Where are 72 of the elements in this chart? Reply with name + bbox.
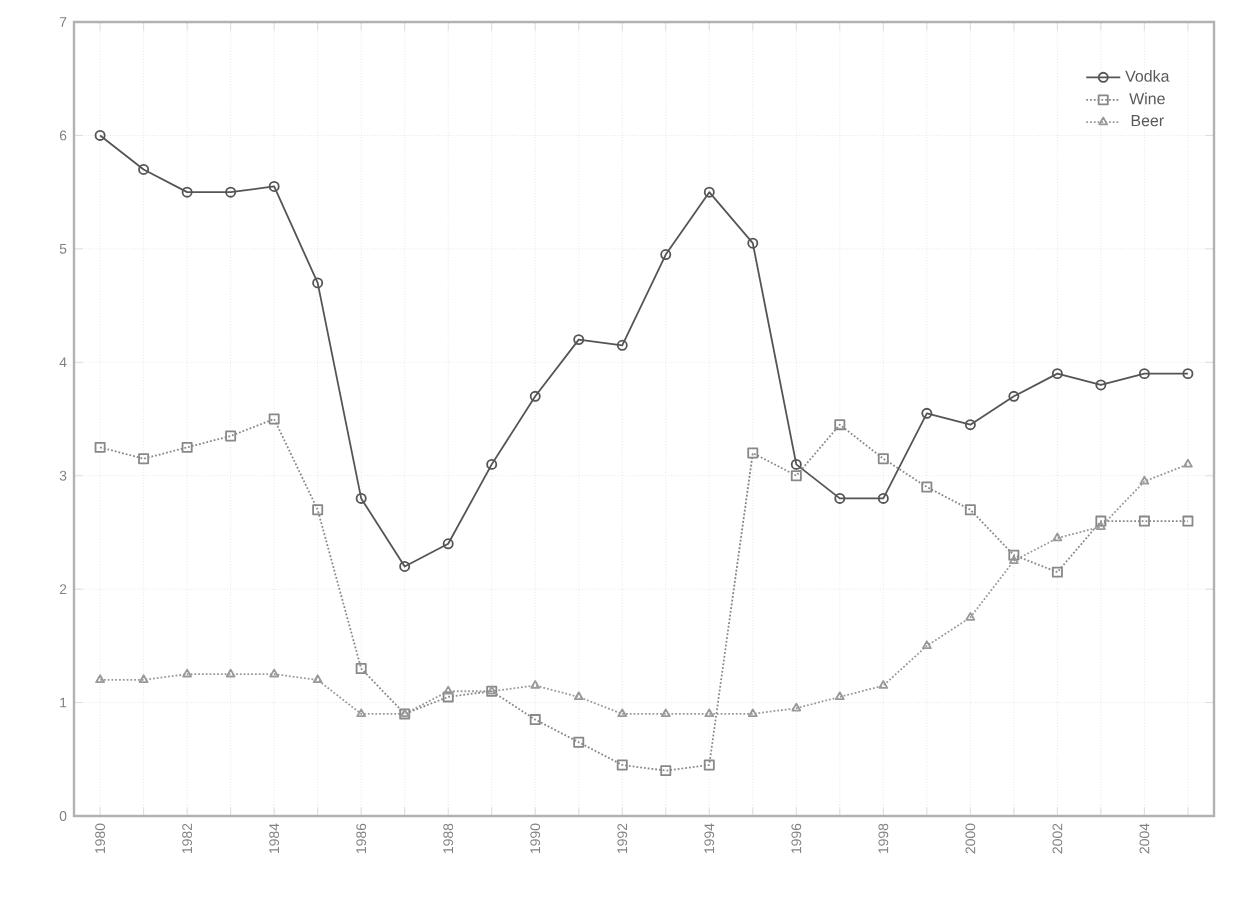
point xyxy=(442,538,454,550)
point xyxy=(225,186,237,198)
point xyxy=(355,663,367,675)
point xyxy=(1008,555,1019,564)
point xyxy=(312,674,323,684)
point xyxy=(181,441,193,453)
point xyxy=(704,708,715,718)
point xyxy=(877,453,889,465)
point xyxy=(660,249,672,261)
point xyxy=(355,492,367,504)
point xyxy=(225,668,236,678)
point xyxy=(660,765,672,777)
point xyxy=(312,504,324,516)
point xyxy=(921,407,933,419)
point xyxy=(399,560,411,572)
point xyxy=(94,441,106,453)
point xyxy=(1051,368,1063,380)
point xyxy=(530,680,541,689)
point xyxy=(791,702,802,712)
point xyxy=(964,504,976,516)
point xyxy=(703,186,715,198)
point xyxy=(529,390,541,402)
point xyxy=(269,668,280,678)
point xyxy=(182,668,192,678)
point xyxy=(225,430,237,442)
point xyxy=(965,612,976,621)
point xyxy=(356,708,367,718)
point xyxy=(1138,515,1150,527)
point xyxy=(312,277,324,289)
point xyxy=(268,413,280,425)
point xyxy=(1051,566,1063,578)
point xyxy=(1138,368,1150,380)
point xyxy=(660,708,671,718)
point xyxy=(878,680,889,689)
point xyxy=(1095,379,1107,391)
point xyxy=(573,736,585,748)
point xyxy=(1183,458,1193,468)
point xyxy=(138,163,150,175)
point xyxy=(1096,521,1106,530)
point xyxy=(834,492,846,504)
point xyxy=(486,458,498,470)
point xyxy=(138,674,149,684)
point xyxy=(1008,390,1020,402)
point xyxy=(616,759,628,771)
point xyxy=(1139,475,1150,485)
point xyxy=(747,708,758,718)
point xyxy=(790,458,802,470)
point xyxy=(1182,515,1194,527)
point xyxy=(1052,532,1063,542)
point xyxy=(703,759,715,771)
point xyxy=(921,640,932,650)
point xyxy=(790,470,802,482)
point xyxy=(529,714,541,726)
point xyxy=(573,334,585,346)
point xyxy=(747,447,759,459)
point xyxy=(268,180,280,192)
point xyxy=(921,481,933,493)
point xyxy=(573,691,584,701)
point xyxy=(964,419,976,431)
point xyxy=(1095,515,1107,527)
point xyxy=(443,685,454,695)
point xyxy=(181,186,193,198)
point xyxy=(442,691,454,703)
point xyxy=(1008,549,1020,561)
point xyxy=(138,453,150,465)
point xyxy=(747,237,759,249)
point xyxy=(834,419,846,431)
point xyxy=(95,674,105,684)
point xyxy=(834,691,845,701)
point xyxy=(616,339,628,351)
point xyxy=(877,492,889,504)
point xyxy=(617,708,628,718)
